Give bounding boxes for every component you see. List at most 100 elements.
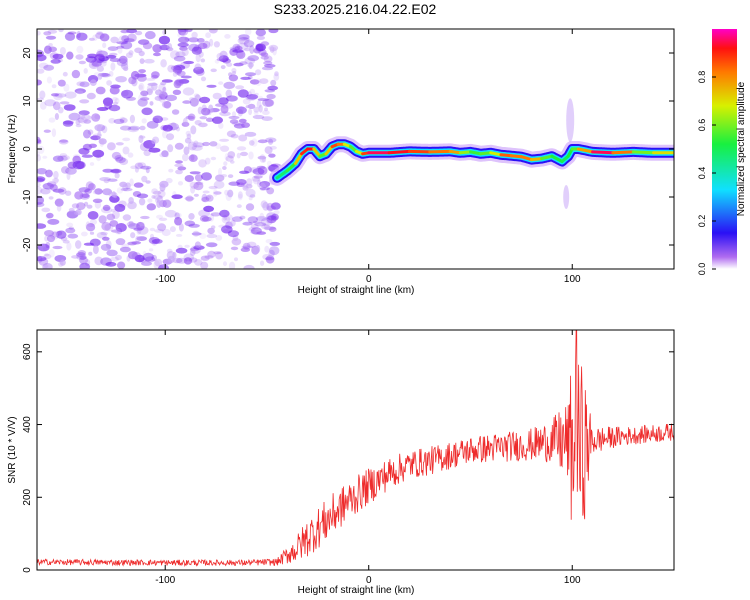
noise-blob [263, 224, 271, 231]
noise-blob [115, 238, 126, 246]
noise-blob [62, 71, 68, 77]
noise-blob [229, 46, 240, 51]
noise-blob [74, 191, 84, 200]
noise-blob [184, 196, 195, 201]
noise-blob [248, 151, 254, 160]
noise-blob [65, 168, 72, 173]
noise-blob [112, 97, 118, 102]
noise-blob [78, 187, 91, 193]
noise-blob [200, 58, 206, 63]
colorbar-tick-label: 0.6 [697, 119, 707, 132]
noise-blob [207, 250, 216, 258]
noise-blob [199, 233, 207, 239]
heatmap-x-label: Height of straight line (km) [298, 285, 415, 296]
noise-blob [262, 110, 270, 116]
ridge-segment [312, 147, 322, 158]
noise-blob [122, 137, 131, 142]
noise-blob [170, 50, 180, 59]
noise-blob [273, 210, 280, 215]
noise-blob [194, 241, 201, 248]
noise-blob [37, 145, 45, 154]
noise-blob [120, 41, 133, 50]
noise-blob [200, 76, 207, 82]
noise-blob [243, 123, 250, 128]
noise-blob [76, 90, 84, 95]
noise-blob [97, 49, 103, 53]
noise-blob [259, 187, 270, 191]
noise-blob [259, 181, 271, 188]
noise-blob [249, 45, 255, 54]
noise-blob [37, 176, 46, 182]
noise-blob [86, 223, 96, 232]
noise-blob [68, 226, 75, 230]
noise-blob [125, 182, 131, 190]
colorbar-gradient [712, 29, 737, 269]
noise-blob [123, 38, 135, 42]
noise-blob [248, 196, 253, 201]
noise-blob [89, 79, 97, 86]
colorbar-tick-label: 0.2 [697, 215, 707, 228]
noise-blob [242, 98, 251, 105]
noise-blob [173, 55, 186, 62]
noise-blob [250, 223, 259, 230]
colorbar-tick-label: 0.0 [697, 263, 707, 276]
noise-blob [37, 68, 45, 74]
noise-blob [216, 58, 226, 62]
noise-blob [119, 246, 131, 253]
noise-blob [62, 120, 74, 127]
noise-blob [106, 80, 112, 86]
noise-blob [184, 175, 194, 182]
noise-blob [191, 145, 203, 151]
noise-blob [88, 183, 96, 191]
noise-blob [101, 125, 108, 134]
noise-blob [155, 89, 163, 96]
noise-blob [131, 78, 138, 87]
noise-blob [48, 117, 56, 123]
noise-blob [58, 139, 69, 145]
noise-blob [138, 198, 146, 206]
noise-blob [246, 178, 253, 186]
noise-blob [119, 157, 129, 166]
noise-blob [67, 233, 79, 239]
noise-blob [83, 68, 88, 74]
noise-blob [120, 187, 133, 192]
noise-blob [224, 189, 229, 196]
noise-blob [67, 31, 77, 35]
noise-blob [94, 188, 103, 195]
noise-blob [266, 215, 277, 224]
noise-blob [182, 117, 188, 126]
noise-blob [239, 170, 250, 174]
noise-blob [153, 260, 160, 269]
noise-blob [215, 174, 225, 182]
y-tick-label: 0 [22, 146, 33, 152]
noise-blob [127, 241, 137, 246]
noise-blob [115, 254, 122, 261]
noise-blob [162, 130, 168, 139]
noise-blob [270, 202, 281, 210]
noise-blob [121, 90, 129, 97]
ridge-segment [576, 147, 595, 154]
noise-blob [68, 112, 81, 121]
noise-blob [81, 231, 88, 237]
noise-blob [193, 140, 199, 146]
noise-blob [257, 139, 268, 144]
noise-blob [79, 99, 90, 104]
noise-blob [48, 196, 54, 200]
noise-blob [122, 214, 132, 221]
noise-blob [154, 258, 163, 267]
noise-blob [237, 37, 250, 45]
noise-blob [162, 199, 172, 208]
noise-blob [239, 61, 248, 65]
noise-blob [249, 88, 256, 95]
noise-blob [156, 214, 163, 219]
noise-blob [116, 187, 124, 194]
noise-blob [204, 157, 211, 165]
snr-content [37, 330, 674, 568]
noise-blob [51, 178, 60, 183]
noise-blob [273, 73, 280, 81]
noise-blob [148, 237, 160, 245]
noise-blob [152, 44, 162, 53]
noise-blob [200, 107, 211, 116]
noise-blob [37, 195, 45, 205]
noise-blob [218, 122, 224, 129]
